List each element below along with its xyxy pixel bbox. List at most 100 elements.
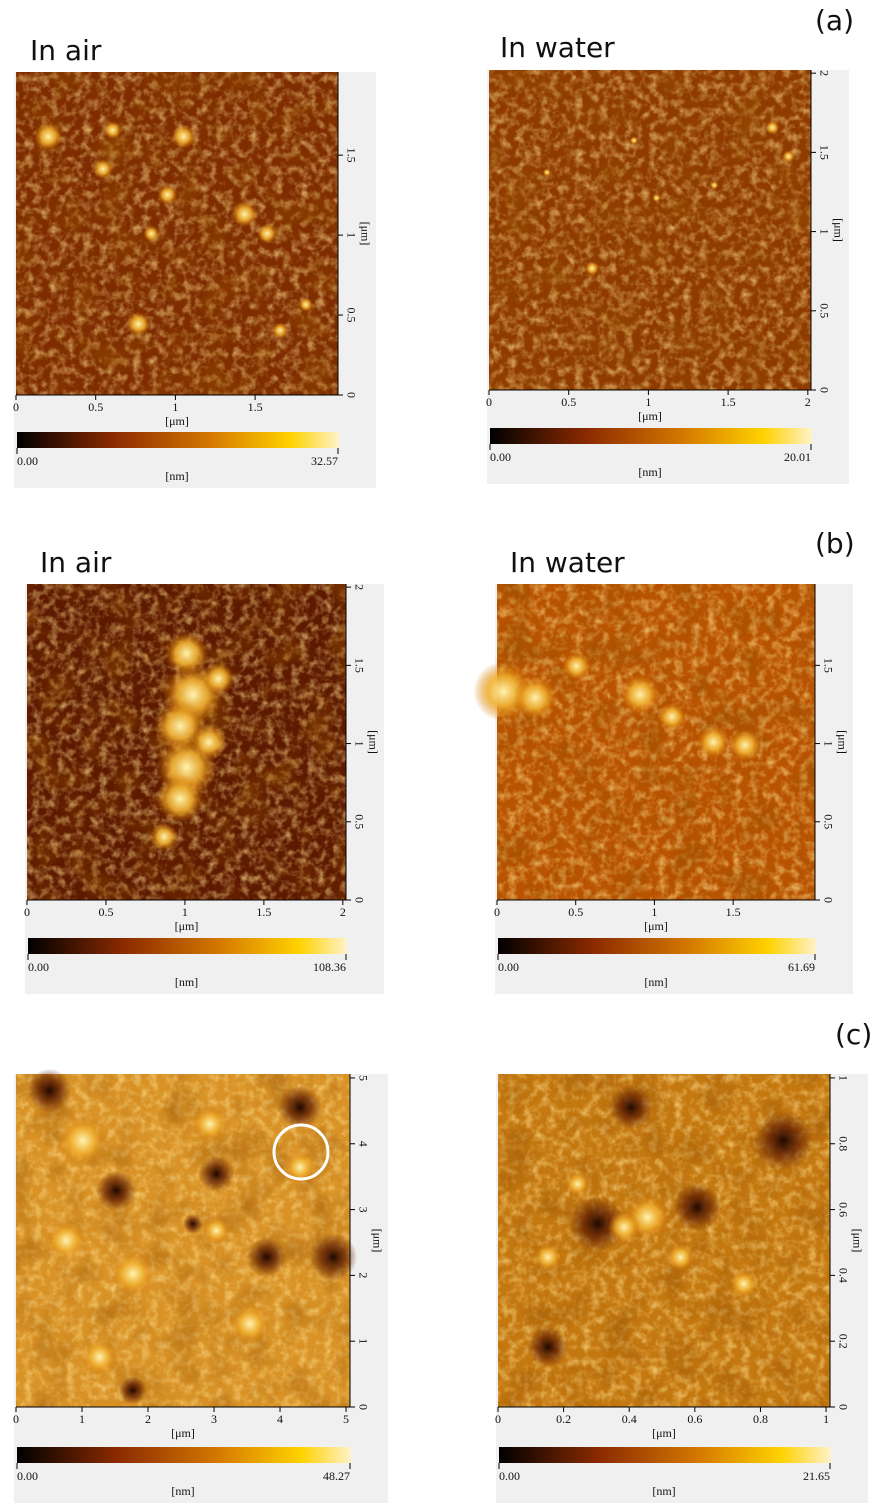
x-tick-label: 2 — [805, 395, 811, 409]
afm-feature — [562, 652, 591, 681]
afm-depression — [309, 1233, 358, 1282]
y-tick-label: 0.5 — [821, 814, 835, 829]
colorbar-unit: [nm] — [165, 469, 188, 483]
y-tick-label: 0 — [836, 1404, 850, 1410]
y-tick-label: 0.5 — [344, 308, 358, 323]
x-tick-label: 1 — [823, 1412, 829, 1426]
afm-feature — [191, 1105, 228, 1142]
afm-panel: 0 0.2 0.4 0.6 0.8 1 [μm] 0 0.2 0.4 0.6 0.8 1 [μm] 0.00… — [495, 1074, 868, 1503]
afm-feature — [585, 261, 600, 276]
y-tick-label: 2 — [352, 584, 366, 590]
afm-depression — [569, 1195, 626, 1252]
y-axis-unit: [μm] — [835, 730, 849, 754]
colorbar-max: 21.65 — [803, 1469, 830, 1483]
colorbar — [498, 938, 816, 954]
colorbar-min: 0.00 — [498, 960, 519, 974]
panel-title: In air — [40, 546, 112, 579]
y-tick-label: 1 — [344, 232, 358, 238]
afm-depression — [277, 1085, 322, 1130]
afm-feature — [157, 184, 178, 205]
afm-panel: In air 0 0.5 1 1.5 2 [μm] 0 0.5 1 1.5 2 [μm] 0.00 108.… — [24, 546, 384, 994]
x-axis-unit: [μm] — [652, 1426, 676, 1440]
afm-texture-dark — [489, 70, 811, 390]
x-tick-label: 1 — [651, 905, 657, 919]
afm-feature — [164, 631, 209, 676]
afm-depression — [96, 1170, 137, 1211]
y-axis-unit: [μm] — [850, 1229, 864, 1253]
x-tick-label: 1 — [172, 400, 178, 414]
afm-feature — [171, 124, 196, 149]
x-tick-label: 3 — [211, 1412, 217, 1426]
y-tick-label: 3 — [356, 1207, 370, 1213]
afm-depression — [246, 1237, 287, 1278]
afm-depression — [527, 1327, 568, 1368]
afm-feature — [697, 726, 730, 758]
colorbar — [490, 428, 812, 444]
afm-feature — [629, 136, 638, 145]
afm-feature — [257, 223, 278, 244]
afm-feature — [92, 158, 113, 179]
x-axis-unit: [μm] — [644, 919, 668, 933]
y-tick-label: 0.5 — [352, 814, 366, 829]
afm-feature — [156, 774, 205, 823]
afm-feature — [608, 1211, 641, 1244]
y-tick-label: 4 — [356, 1141, 370, 1147]
y-tick-label: 1 — [352, 741, 366, 747]
highlight-circle — [272, 1123, 330, 1181]
x-tick-label: 0.5 — [561, 395, 576, 409]
y-tick-label: 0.4 — [836, 1268, 850, 1283]
colorbar-min: 0.00 — [490, 450, 511, 464]
panel-title: In water — [500, 31, 615, 64]
afm-feature — [46, 1220, 87, 1261]
colorbar-min: 0.00 — [499, 1469, 520, 1483]
afm-depression — [198, 1155, 235, 1192]
y-tick-label: 5 — [356, 1075, 370, 1081]
y-axis-unit: [μm] — [831, 218, 845, 242]
x-tick-label: 1 — [79, 1412, 85, 1426]
x-tick-label: 0.5 — [88, 400, 103, 414]
colorbar-max: 61.69 — [788, 960, 815, 974]
x-tick-label: 0 — [494, 905, 500, 919]
afm-feature — [298, 297, 313, 312]
x-tick-label: 1 — [182, 905, 188, 919]
afm-panel: In air 0 0.5 1 1.5 [μm] 0 0.5 1 1.5 [μm] 0.00 32.57 [… — [13, 34, 376, 488]
colorbar-unit: [nm] — [652, 1484, 675, 1498]
x-tick-label: 0 — [13, 1412, 19, 1426]
x-tick-label: 1.5 — [248, 400, 263, 414]
x-tick-label: 0.5 — [568, 905, 583, 919]
afm-feature — [729, 1269, 758, 1298]
afm-feature — [666, 1243, 695, 1272]
afm-feature — [126, 311, 151, 336]
y-tick-label: 1.5 — [352, 658, 366, 673]
y-tick-label: 0.5 — [817, 303, 831, 318]
afm-feature — [652, 194, 661, 202]
afm-depression — [673, 1183, 722, 1232]
afm-feature — [34, 122, 63, 151]
x-tick-label: 0.6 — [687, 1412, 702, 1426]
content: (a) In air 0 0.5 1 1.5 [μm] 0 0.5 1 1.5 [μm] 0.00 32.… — [13, 4, 870, 1503]
colorbar-max: 48.27 — [323, 1469, 350, 1483]
x-axis-unit: [μm] — [165, 414, 189, 428]
afm-feature — [657, 702, 686, 731]
y-tick-label: 1 — [836, 1075, 850, 1081]
x-tick-label: 1.5 — [726, 905, 741, 919]
y-tick-label: 0 — [352, 897, 366, 903]
afm-feature — [729, 729, 762, 762]
y-axis-unit: [μm] — [366, 730, 380, 754]
y-tick-label: 1 — [817, 229, 831, 235]
x-tick-label: 1.5 — [256, 905, 271, 919]
colorbar-min: 0.00 — [17, 454, 38, 468]
afm-feature — [231, 201, 258, 228]
x-tick-label: 0 — [24, 905, 30, 919]
afm-feature — [110, 1251, 155, 1296]
y-tick-label: 0.6 — [836, 1202, 850, 1217]
afm-feature — [283, 1151, 316, 1184]
afm-depression — [608, 1085, 653, 1130]
y-axis-unit: [μm] — [370, 1229, 384, 1253]
colorbar — [28, 938, 347, 954]
x-tick-label: 0.2 — [556, 1412, 571, 1426]
afm-panel: In water 0 0.5 1 1.5 [μm] 0 0.5 1 1.5 [μm] 0.00 61.6… — [473, 546, 853, 994]
colorbar-unit: [nm] — [644, 975, 667, 989]
afm-texture-dark — [497, 584, 815, 900]
